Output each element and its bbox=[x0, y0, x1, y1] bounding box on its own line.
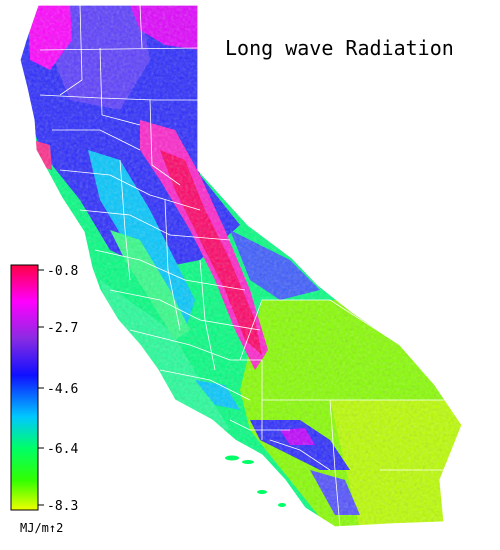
legend-tick-label: -2.7 bbox=[47, 321, 78, 336]
color-legend: -0.8 -2.7 -4.6 -6.4 -8.3 MJ/m↑2 bbox=[10, 264, 78, 535]
map-title: Long wave Radiation bbox=[225, 36, 454, 60]
legend-unit-label: MJ/m↑2 bbox=[20, 521, 63, 535]
legend-tick-label: -4.6 bbox=[47, 382, 78, 397]
county-boundaries bbox=[39, 4, 460, 528]
channel-islands bbox=[225, 455, 286, 507]
legend-tick-label: -8.3 bbox=[47, 499, 78, 514]
legend-colorbar bbox=[10, 264, 39, 511]
legend-tick-label: -0.8 bbox=[47, 264, 78, 279]
legend-tick-label: -6.4 bbox=[47, 442, 78, 457]
